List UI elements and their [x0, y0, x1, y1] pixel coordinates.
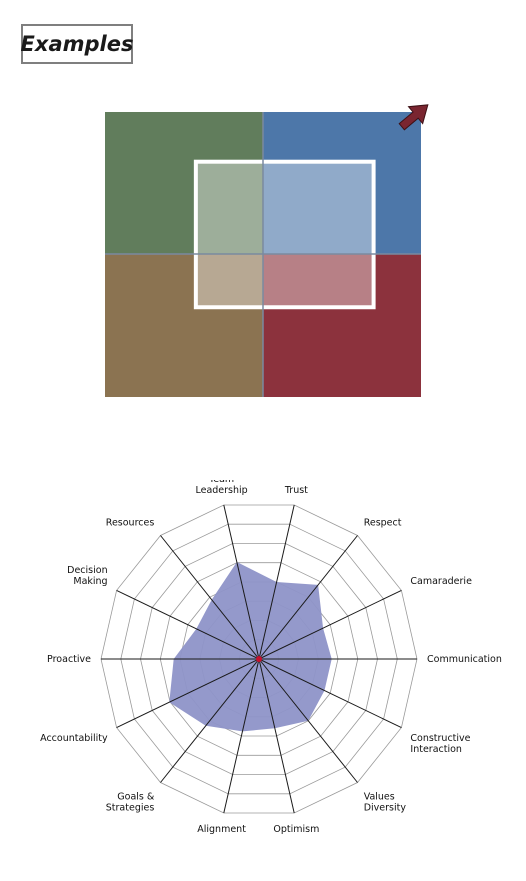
radar-axis-label: Alignment — [197, 824, 246, 835]
radar-axis-label: Decision Making — [67, 565, 107, 587]
radar-axis-label-line: Optimism — [273, 824, 319, 835]
radar-axis-label: Values Diversity — [364, 791, 407, 813]
radar-axis-label-line: Camaraderie — [410, 576, 472, 587]
radar-axis-label-line: Proactive — [47, 654, 91, 665]
examples-title: Examples — [23, 26, 131, 62]
radar-axis-label: Trust — [284, 485, 308, 496]
radar-axis-label-line: Leadership — [195, 485, 247, 496]
radar-axis-label: Resources — [106, 518, 155, 529]
radar-axis-label-line: Constructive — [410, 733, 470, 744]
radar-axis-label: Camaraderie — [410, 576, 472, 587]
quadrant-chart — [0, 78, 526, 518]
radar-axis-label-line: Decision — [67, 565, 107, 576]
radar-axis-label: Proactive — [47, 654, 91, 665]
radar-axis-label-line: Alignment — [197, 824, 246, 835]
radar-axis-label-line: Values — [364, 791, 395, 802]
radar-axis-label-line: Goals & — [117, 791, 155, 802]
highlight-region — [196, 162, 374, 308]
radar-axis-label-line: Resources — [106, 518, 155, 529]
radar-axis-label: Respect — [364, 518, 402, 529]
radar-axis-label: Communication — [427, 654, 502, 665]
radar-axis-label: Accountability — [40, 733, 108, 744]
radar-axis-label: TeamLeadership — [195, 480, 247, 496]
radar-center-dot — [256, 656, 262, 662]
radar-axis-label-line: Respect — [364, 518, 402, 529]
radar-axis-label: Goals & Strategies — [106, 791, 155, 813]
radar-axis-label-line: Diversity — [364, 802, 407, 813]
radar-axis-label-line: Trust — [284, 485, 308, 496]
radar-axis-label-line: Strategies — [106, 802, 155, 813]
radar-axis-label-line: Interaction — [410, 744, 462, 755]
radar-data-area — [169, 562, 331, 731]
radar-axis-label-line: Communication — [427, 654, 502, 665]
examples-header-box: Examples — [21, 24, 133, 64]
radar-axis-label: Constructive Interaction — [410, 733, 470, 755]
radar-chart: Trust Respect Camaraderie Communication Cons… — [0, 480, 526, 860]
radar-axis-label-line: Accountability — [40, 733, 108, 744]
radar-axis-label: Optimism — [273, 824, 319, 835]
radar-axis-label-line: Making — [73, 576, 107, 587]
